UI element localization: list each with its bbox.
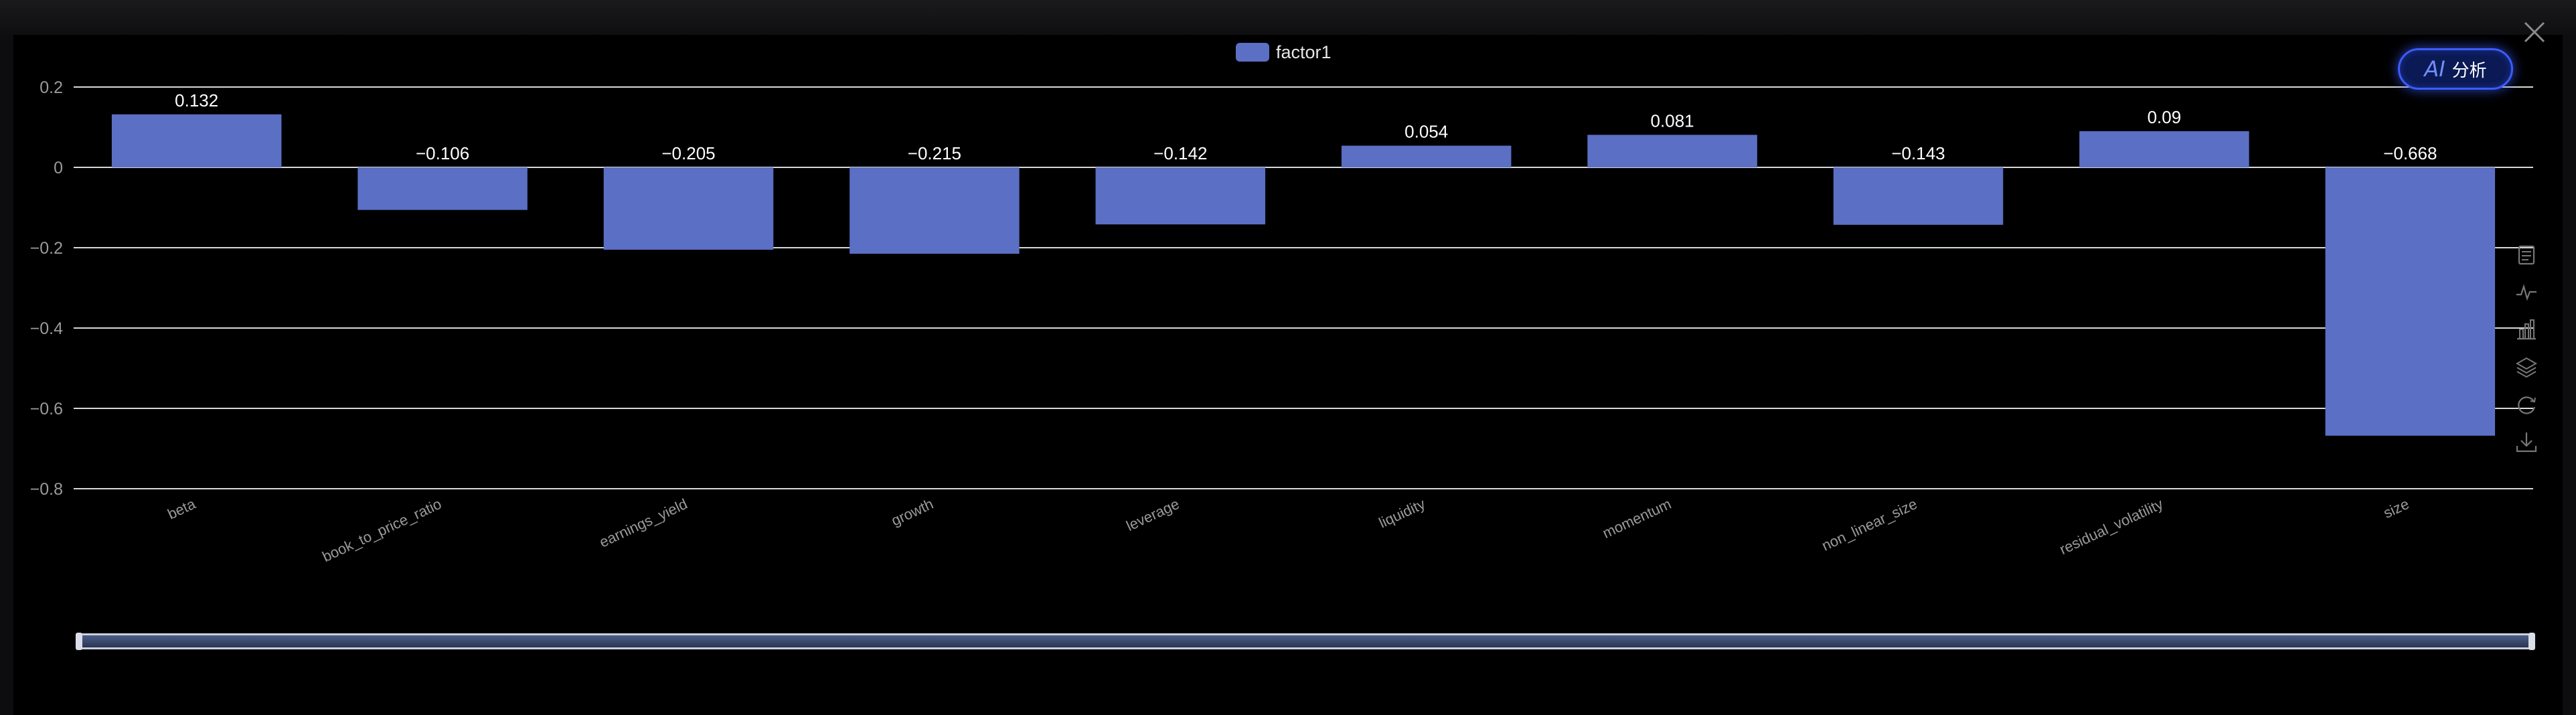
x-tick-label: leverage <box>1123 495 1182 534</box>
y-tick-label: 0.2 <box>39 78 63 97</box>
ai-logo-icon: AI <box>2424 56 2445 82</box>
legend-label[interactable]: factor1 <box>1276 42 1332 62</box>
bar[interactable] <box>1095 167 1266 225</box>
bar[interactable] <box>2079 131 2249 167</box>
bar[interactable] <box>357 167 528 210</box>
data-label: −0.106 <box>416 143 469 163</box>
x-tick-label: book_to_price_ratio <box>320 495 445 565</box>
data-label: −0.668 <box>2383 143 2437 163</box>
bar[interactable] <box>1833 167 2004 225</box>
bar[interactable] <box>1587 135 1757 167</box>
chart-toolbox <box>2514 242 2539 467</box>
data-label: −0.205 <box>661 143 715 163</box>
y-tick-label: −0.8 <box>30 480 63 499</box>
page-backdrop <box>0 0 2576 40</box>
data-label: 0.132 <box>175 90 218 110</box>
y-tick-label: −0.2 <box>30 239 63 258</box>
bar[interactable] <box>1341 145 1512 167</box>
x-tick-label: non_linear_size <box>1819 495 1919 554</box>
x-tick-label: growth <box>889 495 936 530</box>
data-zoom-slider[interactable] <box>76 633 2535 650</box>
data-view-icon[interactable] <box>2514 242 2539 266</box>
x-tick-label: liquidity <box>1376 495 1428 532</box>
stack-icon[interactable] <box>2514 355 2539 379</box>
bar-chart-icon[interactable] <box>2514 317 2539 341</box>
data-zoom-handle-start[interactable] <box>76 633 82 650</box>
x-tick-label: beta <box>165 495 198 523</box>
data-label: −0.143 <box>1891 143 1945 163</box>
ai-analysis-label: 分析 <box>2451 60 2487 80</box>
data-zoom-range[interactable] <box>78 635 2532 647</box>
close-icon[interactable] <box>2521 19 2548 46</box>
bar[interactable] <box>2325 167 2496 436</box>
data-label: 0.054 <box>1404 122 1448 142</box>
x-tick-label: momentum <box>1600 495 1674 542</box>
y-tick-label: −0.4 <box>30 319 63 338</box>
bar[interactable] <box>850 167 1020 254</box>
y-tick-label: −0.6 <box>30 400 63 418</box>
line-chart-icon[interactable] <box>2514 280 2539 304</box>
bar[interactable] <box>111 114 282 167</box>
legend-swatch[interactable] <box>1236 43 1269 62</box>
ai-analysis-button[interactable]: AI 分析 <box>2398 48 2513 90</box>
data-zoom-handle-end[interactable] <box>2528 633 2535 650</box>
data-label: 0.081 <box>1651 110 1694 131</box>
data-label: −0.142 <box>1153 143 1207 163</box>
x-tick-label: size <box>2381 495 2411 522</box>
y-tick-label: 0 <box>54 159 63 177</box>
x-tick-label: earnings_yield <box>596 495 690 551</box>
bar[interactable] <box>603 167 774 250</box>
restore-icon[interactable] <box>2514 392 2539 416</box>
data-label: −0.215 <box>908 143 961 163</box>
data-label: 0.09 <box>2148 107 2182 127</box>
download-icon[interactable] <box>2514 430 2539 454</box>
x-tick-label: residual_volatility <box>2057 495 2166 558</box>
